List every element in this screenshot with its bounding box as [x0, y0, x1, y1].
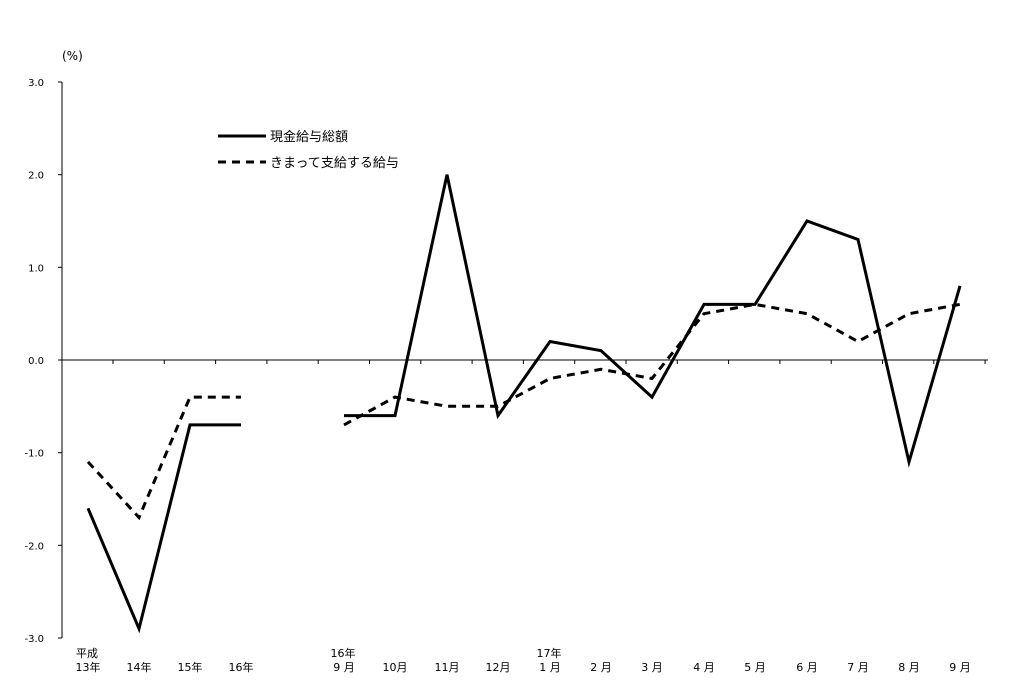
series-line-segment [344, 174, 962, 468]
x-tick-label: 8 月 [898, 661, 920, 674]
legend-label-total-cash-earnings: 現金給与総額 [270, 129, 348, 145]
x-tick-label: 11月 [435, 661, 460, 674]
x-tick-label-era: 16年 [331, 646, 356, 660]
x-tick-label: 9 月 [333, 661, 355, 674]
y-tick-label: 3.0 [28, 78, 44, 89]
x-tick-label: 6 月 [796, 661, 818, 674]
x-tick-label: 5 月 [744, 661, 766, 674]
x-tick-label: 4 月 [693, 661, 715, 674]
x-tick-label-era: 17年 [537, 646, 562, 660]
y-axis-ticks: 3.0 2.0 1.0 0.0 -1.0 -2.0 -3.0 [24, 78, 62, 645]
series-regular-earnings [86, 302, 961, 521]
x-tick-label: 12月 [486, 661, 511, 674]
x-tick-label: 1 月 [539, 661, 561, 674]
y-tick-label: 1.0 [28, 263, 44, 274]
x-tick-label: 16年 [229, 660, 254, 674]
series-line-segment [86, 423, 241, 634]
x-tick-label: 9 月 [949, 661, 971, 674]
x-tick-label: 7 月 [847, 661, 869, 674]
y-axis-unit-label: (%) [62, 49, 83, 63]
y-tick-label: -2.0 [24, 541, 44, 552]
y-tick-label: -3.0 [24, 634, 44, 645]
x-tick-label: 3 月 [641, 661, 663, 674]
axes [61, 82, 988, 638]
series-total-cash-earnings [86, 174, 962, 634]
x-tick-label: 2 月 [590, 661, 612, 674]
series-line-segment [343, 302, 961, 427]
series-layer [86, 174, 962, 634]
x-tick-label: 10月 [383, 661, 408, 674]
y-tick-label: 2.0 [28, 171, 44, 182]
x-tick-label-era: 平成 [76, 647, 98, 660]
y-tick-label: 0.0 [28, 356, 44, 367]
legend: 現金給与総額 きまって支給する給与 [218, 129, 399, 171]
x-tick-label: 13年 [76, 660, 101, 674]
x-tick-label: 14年 [127, 660, 152, 674]
x-tick-label: 15年 [178, 660, 203, 674]
y-tick-label: -1.0 [24, 449, 44, 460]
legend-label-regular-earnings: きまって支給する給与 [270, 156, 399, 171]
series-line-segment [86, 395, 241, 521]
